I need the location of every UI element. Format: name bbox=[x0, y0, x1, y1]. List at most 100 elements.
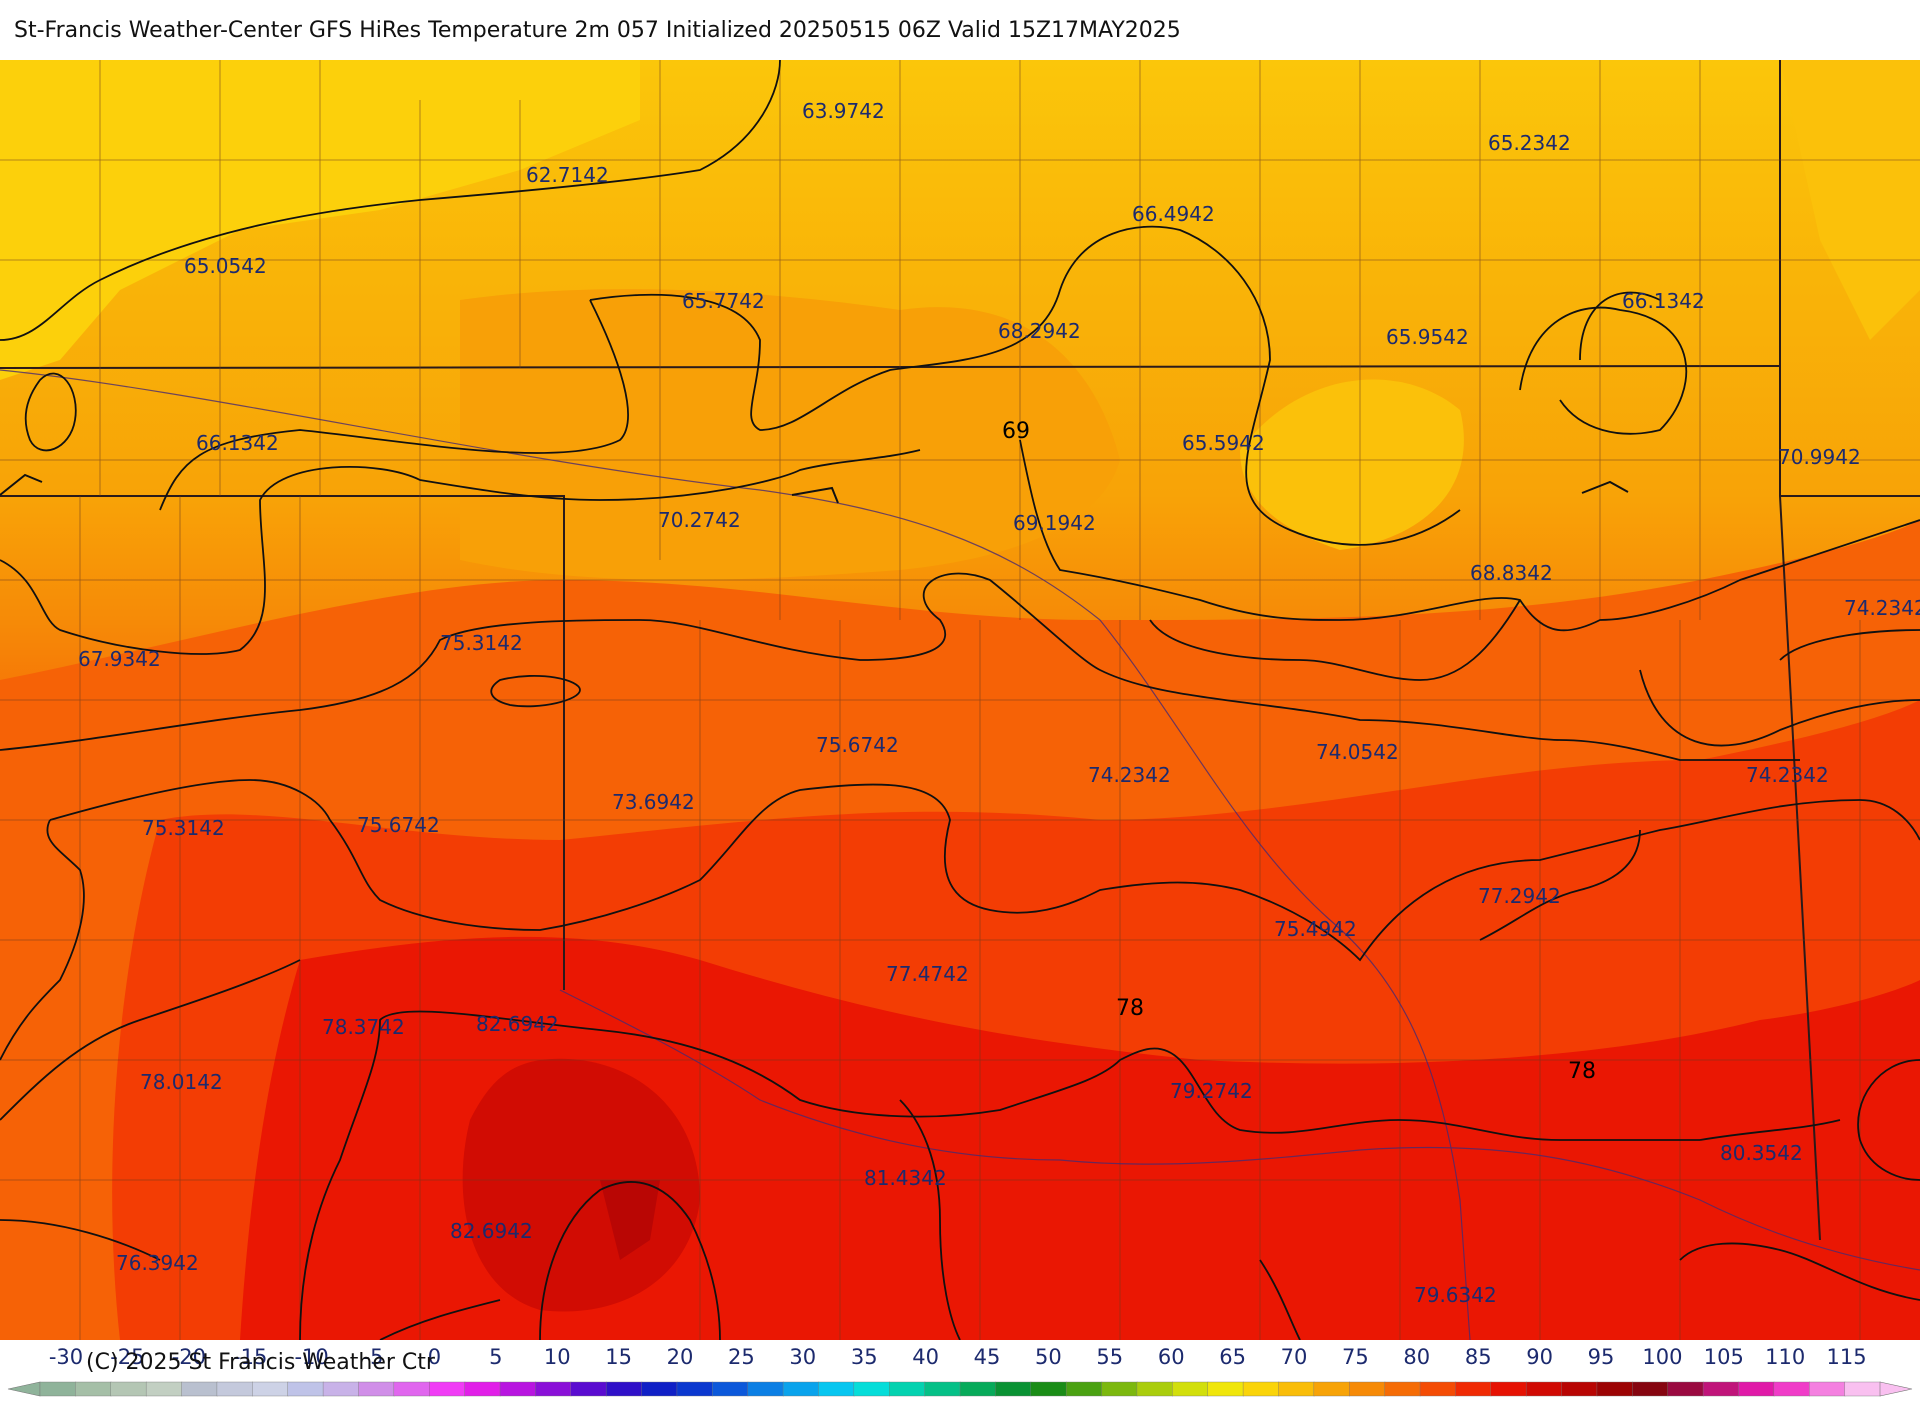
colorbar-tick-label: 55 bbox=[1096, 1345, 1123, 1369]
colorbar-swatch bbox=[216, 1381, 253, 1397]
value-label: 65.2342 bbox=[1488, 131, 1571, 155]
colorbar-swatch bbox=[747, 1381, 784, 1397]
value-label: 69.1942 bbox=[1013, 511, 1096, 535]
value-label: 75.3142 bbox=[440, 631, 523, 655]
colorbar-tick-label: 100 bbox=[1642, 1345, 1682, 1369]
value-label: 66.1342 bbox=[1622, 289, 1705, 313]
value-label: 78.0142 bbox=[140, 1070, 223, 1094]
value-label: 68.2942 bbox=[998, 319, 1081, 343]
colorbar-swatch bbox=[1065, 1381, 1103, 1397]
colorbar-swatch bbox=[1242, 1381, 1280, 1397]
colorbar-tick-label: 70 bbox=[1281, 1345, 1308, 1369]
colorbar-tick-label: 95 bbox=[1588, 1345, 1615, 1369]
temperature-colorbar: -30 -25 -20 -15 -10 -5 0 5 10 15 20 25 30 35 40 45 50 55 6… bbox=[0, 1340, 1920, 1400]
colorbar-tick-label: 80 bbox=[1403, 1345, 1430, 1369]
contour-value-labels: 69 78 78 bbox=[1002, 419, 1596, 1084]
value-label: 70.2742 bbox=[658, 508, 741, 532]
colorbar-tick-label: 85 bbox=[1465, 1345, 1492, 1369]
colorbar-swatch bbox=[393, 1381, 430, 1397]
colorbar-swatch bbox=[1490, 1381, 1527, 1397]
colorbar-tick-label: -25 bbox=[110, 1345, 144, 1369]
colorbar-tick-labels: -30 -25 -20 -15 -10 -5 0 5 10 15 20 25 30 35 40 45 50 55 6… bbox=[49, 1345, 1867, 1369]
temp-zone-cool-nw bbox=[0, 60, 640, 380]
isotherm-contours bbox=[0, 60, 1920, 1340]
colorbar-swatch bbox=[358, 1381, 395, 1397]
value-label: 81.4342 bbox=[864, 1166, 947, 1190]
colorbar-swatch bbox=[570, 1381, 607, 1397]
colorbar-swatch bbox=[1596, 1381, 1634, 1397]
value-label: 62.7142 bbox=[526, 163, 609, 187]
colorbar-tick-label: 115 bbox=[1827, 1345, 1867, 1369]
state-boundaries bbox=[0, 60, 1920, 1241]
value-label: 75.4942 bbox=[1274, 917, 1357, 941]
colorbar-swatch bbox=[1136, 1381, 1174, 1397]
value-label: 75.3142 bbox=[142, 816, 225, 840]
colorbar-swatch bbox=[818, 1381, 855, 1397]
contour-label: 69 bbox=[1002, 419, 1030, 444]
rivers bbox=[0, 369, 1920, 1340]
colorbar-swatch bbox=[145, 1381, 183, 1397]
colorbar-tick-label: -5 bbox=[363, 1345, 384, 1369]
colorbar-tick-label: 50 bbox=[1035, 1345, 1062, 1369]
colorbar-tick-label: 35 bbox=[851, 1345, 878, 1369]
colorbar-swatch bbox=[1207, 1381, 1244, 1397]
colorbar-swatch bbox=[1278, 1381, 1315, 1397]
colorbar-swatch bbox=[1809, 1381, 1846, 1397]
colorbar-tick-label: -10 bbox=[294, 1345, 328, 1369]
value-label: 75.6742 bbox=[357, 813, 440, 837]
colorbar-tick-label: 5 bbox=[489, 1345, 502, 1369]
colorbar-swatch bbox=[641, 1381, 678, 1397]
colorbar-tick-label: -30 bbox=[49, 1345, 83, 1369]
value-label: 63.9742 bbox=[802, 99, 885, 123]
temp-zone-max-core bbox=[600, 1180, 660, 1260]
value-label: 76.3942 bbox=[116, 1251, 199, 1275]
value-label: 73.6942 bbox=[612, 790, 695, 814]
colorbar-tick-label: -20 bbox=[172, 1345, 206, 1369]
colorbar-tick-label: 40 bbox=[912, 1345, 939, 1369]
value-label: 65.5942 bbox=[1182, 431, 1265, 455]
colorbar-swatch bbox=[1561, 1381, 1598, 1397]
colorbar-swatch bbox=[1030, 1381, 1067, 1397]
temperature-map: 63.9742 62.7142 65.2342 65.0542 66.4942 … bbox=[0, 60, 1920, 1340]
colorbar-tick-label: 90 bbox=[1526, 1345, 1553, 1369]
point-value-labels: 63.9742 62.7142 65.2342 65.0542 66.4942 … bbox=[78, 99, 1920, 1307]
colorbar-tick-label: 65 bbox=[1219, 1345, 1246, 1369]
colorbar-swatch bbox=[75, 1381, 112, 1397]
colorbar-swatch bbox=[1349, 1381, 1386, 1397]
value-label: 82.6942 bbox=[476, 1012, 559, 1036]
wind-barbs bbox=[0, 473, 1629, 504]
colorbar-swatch bbox=[499, 1381, 537, 1397]
value-label: 68.8342 bbox=[1470, 561, 1553, 585]
county-lines bbox=[0, 60, 1920, 1340]
value-label: 65.9542 bbox=[1386, 325, 1469, 349]
colorbar-swatch bbox=[287, 1381, 324, 1397]
colorbar-swatch bbox=[1632, 1381, 1669, 1397]
colorbar-swatches bbox=[7, 1381, 1913, 1397]
colorbar-swatch bbox=[39, 1381, 77, 1397]
colorbar-swatch bbox=[1525, 1381, 1563, 1397]
map-title: St-Francis Weather-Center GFS HiRes Temp… bbox=[14, 18, 1181, 43]
colorbar-swatch bbox=[712, 1381, 749, 1397]
colorbar-tick-label: 110 bbox=[1765, 1345, 1805, 1369]
value-label: 65.0542 bbox=[184, 254, 267, 278]
colorbar-swatch bbox=[676, 1381, 713, 1397]
colorbar-swatch bbox=[1844, 1381, 1881, 1397]
colorbar-tick-label: 30 bbox=[789, 1345, 816, 1369]
colorbar-swatch bbox=[1738, 1381, 1775, 1397]
value-label: 78.3742 bbox=[322, 1015, 405, 1039]
colorbar-swatch bbox=[1773, 1381, 1810, 1397]
colorbar-swatch bbox=[110, 1381, 147, 1397]
colorbar-swatch bbox=[1172, 1381, 1209, 1397]
contour-label: 78 bbox=[1568, 1059, 1596, 1084]
value-label: 67.9342 bbox=[78, 647, 161, 671]
colorbar-swatch bbox=[429, 1381, 466, 1397]
contour-label: 78 bbox=[1116, 996, 1144, 1021]
value-label: 74.0542 bbox=[1316, 740, 1399, 764]
colorbar-tick-label: 75 bbox=[1342, 1345, 1369, 1369]
value-label: 66.4942 bbox=[1132, 202, 1215, 226]
colorbar-swatch bbox=[1419, 1381, 1457, 1397]
colorbar-tick-label: -15 bbox=[233, 1345, 267, 1369]
colorbar-swatch bbox=[605, 1381, 643, 1397]
value-label: 74.2342 bbox=[1088, 763, 1171, 787]
colorbar-swatch bbox=[1384, 1381, 1421, 1397]
